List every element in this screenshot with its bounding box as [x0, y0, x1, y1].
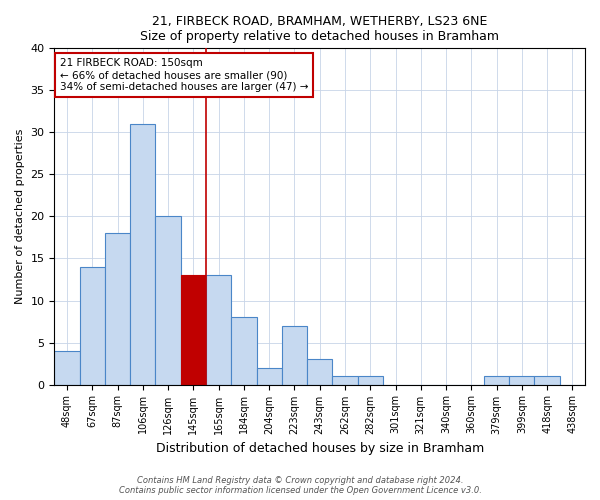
Bar: [509, 376, 535, 384]
Bar: [332, 376, 358, 384]
Y-axis label: Number of detached properties: Number of detached properties: [15, 129, 25, 304]
Bar: [257, 368, 282, 384]
Bar: [130, 124, 155, 384]
Bar: [55, 351, 80, 384]
Bar: [535, 376, 560, 384]
Text: 21 FIRBECK ROAD: 150sqm
← 66% of detached houses are smaller (90)
34% of semi-de: 21 FIRBECK ROAD: 150sqm ← 66% of detache…: [60, 58, 308, 92]
Bar: [105, 234, 130, 384]
Bar: [282, 326, 307, 384]
Bar: [307, 360, 332, 384]
Title: 21, FIRBECK ROAD, BRAMHAM, WETHERBY, LS23 6NE
Size of property relative to detac: 21, FIRBECK ROAD, BRAMHAM, WETHERBY, LS2…: [140, 15, 499, 43]
Bar: [358, 376, 383, 384]
Text: Contains HM Land Registry data © Crown copyright and database right 2024.
Contai: Contains HM Land Registry data © Crown c…: [119, 476, 481, 495]
Bar: [155, 216, 181, 384]
Bar: [484, 376, 509, 384]
Bar: [206, 276, 231, 384]
X-axis label: Distribution of detached houses by size in Bramham: Distribution of detached houses by size …: [155, 442, 484, 455]
Bar: [231, 318, 257, 384]
Bar: [80, 267, 105, 384]
Bar: [181, 276, 206, 384]
